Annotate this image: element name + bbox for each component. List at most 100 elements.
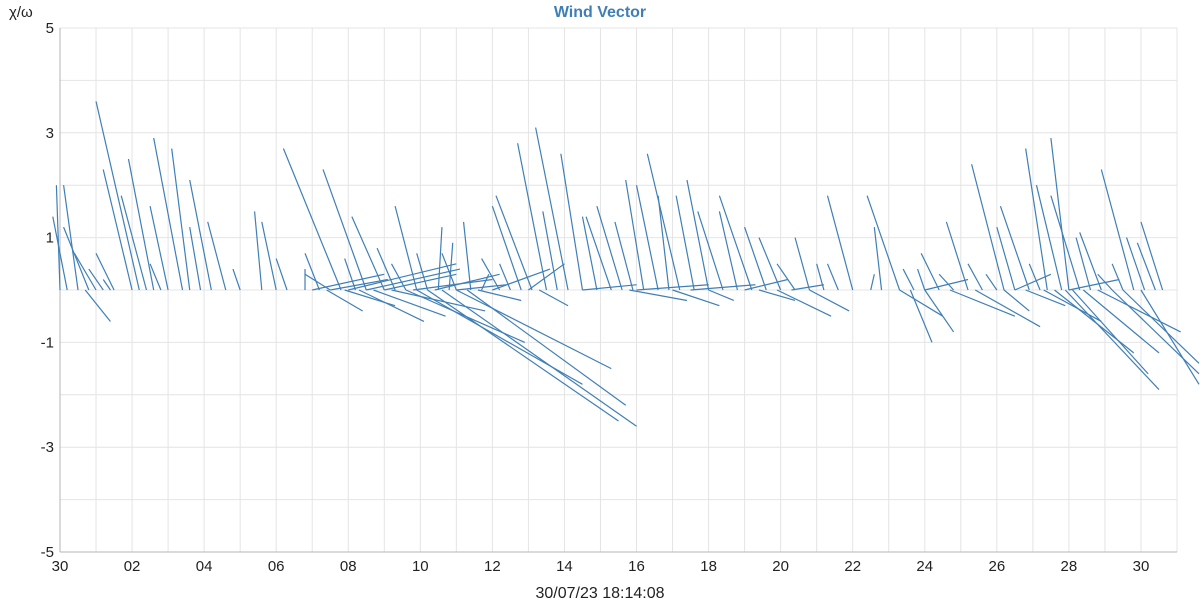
wind-vector (902, 268, 915, 291)
wind-vector (585, 216, 612, 291)
wind-vector (794, 237, 811, 291)
wind-vector (149, 206, 169, 291)
wind-vector (304, 253, 320, 291)
wind-vector (326, 289, 363, 312)
x-tick-label: 06 (268, 558, 285, 575)
wind-vector (120, 195, 148, 291)
wind-vector (776, 263, 796, 291)
wind-vector (1075, 237, 1092, 291)
wind-vector (52, 216, 68, 291)
wind-vector (391, 289, 486, 312)
x-tick-label: 04 (196, 558, 213, 575)
wind-vector (697, 211, 724, 291)
wind-vector (1122, 289, 1200, 364)
wind-vector (207, 221, 227, 291)
x-tick-label: 02 (124, 558, 141, 575)
wind-vector (149, 263, 162, 291)
wind-vector (909, 289, 933, 343)
wind-vector (416, 289, 583, 385)
wind-vector (816, 263, 825, 291)
wind-vector (358, 289, 425, 322)
wind-vector (744, 278, 788, 291)
wind-vectors (52, 101, 1200, 427)
wind-vector (282, 148, 342, 291)
wind-vector (776, 289, 832, 317)
x-tick-label: 12 (484, 558, 501, 575)
wind-vector (1079, 232, 1102, 291)
wind-vector (413, 278, 493, 291)
wind-vector (441, 289, 637, 427)
wind-vector (102, 169, 133, 291)
x-tick-label: 14 (556, 558, 573, 575)
wind-vector (1035, 185, 1063, 291)
wind-vector (427, 289, 619, 422)
x-tick-label: 22 (844, 558, 861, 575)
y-tick-label: 3 (46, 125, 54, 142)
y-tick-label: 5 (46, 20, 54, 37)
wind-vector (376, 247, 396, 291)
wind-vector (646, 153, 681, 291)
wind-vector (384, 273, 457, 291)
wind-vector (635, 185, 659, 291)
wind-vector (63, 226, 90, 291)
y-tick-label: 1 (46, 230, 54, 247)
wind-vector (1097, 289, 1181, 333)
x-tick-labels: 30 02 04 06 08 10 12 14 16 18 20 22 24 26 28 30 (52, 558, 1150, 575)
wind-vector (481, 258, 501, 291)
x-tick-label: 16 (628, 558, 645, 575)
wind-vector (1050, 137, 1070, 291)
wind-vector (330, 278, 389, 291)
y-axis-label: χ/ω (9, 4, 33, 21)
wind-vector (499, 263, 511, 291)
wind-vector (924, 278, 969, 291)
wind-vector (304, 273, 331, 291)
wind-vector (582, 284, 637, 291)
wind-vector (275, 258, 288, 291)
wind-vector (102, 279, 111, 291)
grid (59, 27, 1178, 553)
wind-vector (1140, 289, 1200, 385)
wind-vector (625, 179, 645, 291)
wind-vector (938, 273, 955, 291)
wind-vector (477, 289, 522, 302)
wind-vector (253, 211, 263, 291)
wind-vector (636, 284, 709, 291)
wind-vector (708, 289, 735, 302)
wind-vector (55, 185, 61, 291)
wind-vector (899, 289, 944, 317)
wind-vector (809, 289, 850, 312)
wind-vector (466, 289, 627, 406)
wind-vector (495, 195, 533, 291)
x-tick-label: 26 (988, 558, 1005, 575)
wind-vector (1136, 242, 1156, 291)
wind-vector (528, 263, 565, 291)
wind-vector (1064, 289, 1160, 390)
wind-vector (826, 263, 839, 291)
wind-vector (596, 205, 623, 291)
wind-vector (261, 221, 277, 291)
wind-vector (974, 289, 1041, 328)
wind-vector (1003, 289, 1030, 312)
chart-title: Wind Vector (554, 4, 646, 21)
wind-vector (866, 195, 901, 291)
wind-vector (491, 205, 522, 291)
wind-vector (971, 164, 1005, 291)
wind-vector (1014, 273, 1052, 291)
wind-vector (95, 253, 115, 291)
x-tick-label: 18 (700, 558, 717, 575)
wind-vector (945, 221, 969, 291)
x-axis-label: 30/07/23 18:14:08 (535, 585, 664, 600)
wind-vector (657, 195, 670, 291)
wind-vector (394, 206, 418, 291)
wind-vector (73, 253, 97, 291)
wind-vector (1072, 289, 1149, 375)
wind-vector (348, 263, 457, 291)
x-tick-label: 30 (1133, 558, 1150, 575)
wind-vector (1100, 169, 1135, 291)
wind-vector (517, 143, 548, 291)
wind-vector (629, 289, 688, 302)
wind-vector (434, 273, 500, 291)
wind-vector (189, 227, 202, 291)
wind-vector (456, 289, 612, 370)
